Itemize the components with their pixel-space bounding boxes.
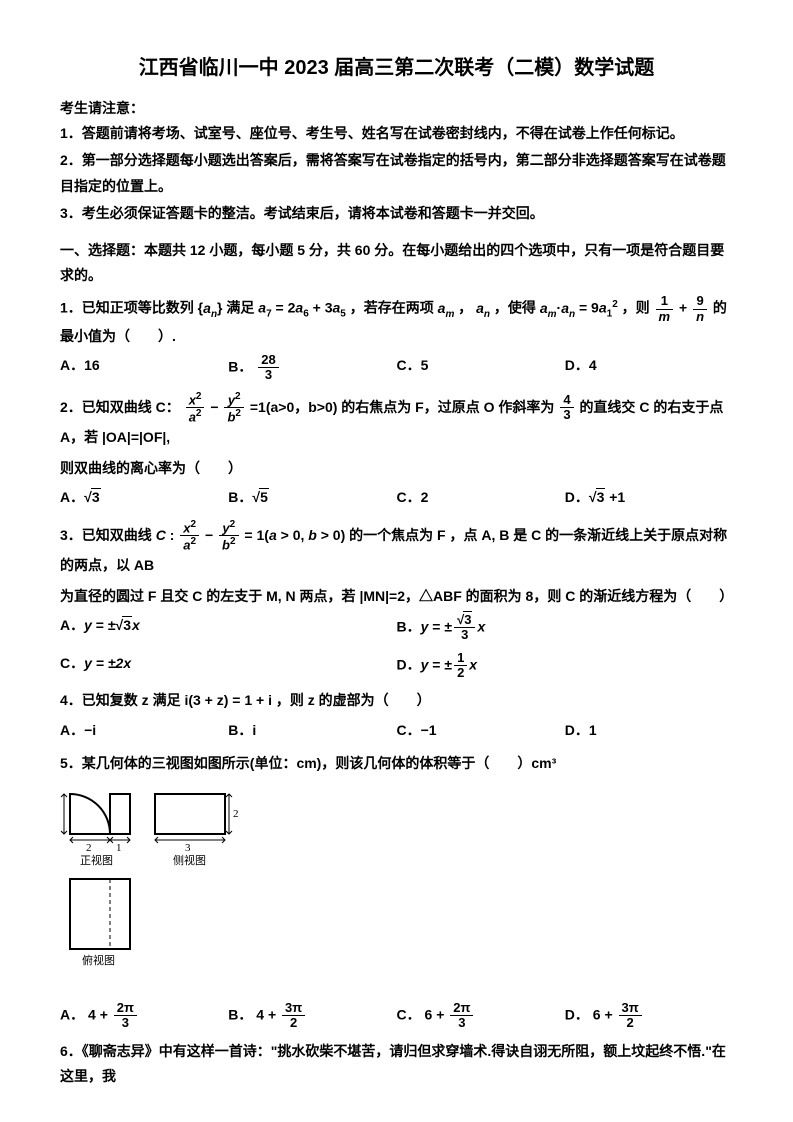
question-4: 4．已知复数 z 满足 i(3 + z) = 1 + i ，则 z 的虚部为（ … (60, 688, 733, 713)
q3-opt-b: B．y = ±√33x (397, 613, 734, 643)
q1-mid5: ，则 (622, 300, 650, 316)
svg-text:正视图: 正视图 (80, 853, 113, 867)
q5-d-den: 2 (619, 1016, 642, 1030)
q5-b-num: 3π (282, 1001, 305, 1016)
q1-mid2: ，若存在两项 (350, 300, 434, 316)
notice-1: 1．答题前请将考场、试室号、座位号、考生号、姓名写在试卷密封线内，不得在试卷上作… (60, 121, 733, 146)
q3-opt-a: A．y = ±√3x (60, 613, 397, 643)
q1-mid4: ，使得 (494, 300, 536, 316)
q5-a-whole: 4 + (88, 1007, 112, 1023)
q2-opt-c: C．2 (397, 485, 565, 510)
svg-text:3: 3 (185, 842, 191, 854)
q2-d-label: D． (565, 489, 589, 505)
q2-options: A．√3 B．√5 C．2 D．√3 +1 (60, 485, 733, 510)
q5-opt-a: A． 4 + 2π3 (60, 1001, 228, 1031)
q2-d-suffix: +1 (605, 489, 625, 505)
q2-d-val: 3 (596, 488, 606, 505)
q1-b-den: 3 (258, 368, 278, 382)
q3-b-label: B． (397, 619, 421, 635)
svg-text:2: 2 (86, 842, 92, 854)
q5-c-num: 2π (450, 1001, 473, 1016)
svg-text:1: 1 (116, 842, 122, 854)
q2-b-label: B． (228, 489, 252, 505)
q2-mid1: =1(a>0，b>0) 的右焦点为 F，过原点 O 作斜率为 (250, 399, 555, 415)
q4-opt-a: A．−i (60, 718, 228, 743)
q4-options: A．−i B．i C．−1 D．1 (60, 718, 733, 743)
q5-c-whole: 6 + (425, 1007, 449, 1023)
q2-b-val: 5 (259, 488, 269, 505)
page-title: 江西省临川一中 2023 届高三第二次联考（二模）数学试题 (60, 50, 733, 86)
q5-a-den: 3 (114, 1016, 137, 1030)
q5-d-num: 3π (619, 1001, 642, 1016)
q5-d-label: D． (565, 1007, 589, 1023)
q3-a-label: A． (60, 617, 84, 633)
svg-text:俯视图: 俯视图 (82, 953, 115, 967)
notice-2: 2．第一部分选择题每小题选出答案后，需将答案写在试卷指定的括号内，第二部分非选择… (60, 148, 733, 198)
q1-opt-d: D．4 (565, 353, 733, 383)
q1-opt-a: A．16 (60, 353, 228, 383)
q3-c-label: C． (60, 655, 84, 671)
question-2-line2: 则双曲线的离心率为（ ） (60, 456, 733, 481)
q5-opt-b: B． 4 + 3π2 (228, 1001, 396, 1031)
q5-b-whole: 4 + (256, 1007, 280, 1023)
q3-opt-d: D．y = ±12x (397, 651, 734, 681)
q3-opt-c: C．y = ±2x (60, 651, 397, 681)
notice-label: 考生请注意： (60, 96, 733, 121)
q3-c-val: y = ±2x (84, 655, 131, 671)
q3-d-num: 1 (454, 651, 467, 666)
q1-mid3: ， (458, 300, 472, 316)
question-3: 3．已知双曲线 C : x2a2 − y2b2 = 1(a > 0, b > 0… (60, 519, 733, 578)
q5-a-num: 2π (114, 1001, 137, 1016)
question-3-line2: 为直径的圆过 F 且交 C 的左支于 M, N 两点，若 |MN|=2，△ABF… (60, 584, 733, 609)
q5-c-label: C． (397, 1007, 421, 1023)
q2-opt-d: D．√3 +1 (565, 485, 733, 510)
q2-a-val: 3 (91, 488, 101, 505)
q3-options-row2: C．y = ±2x D．y = ±12x (60, 651, 733, 681)
q4-opt-b: B．i (228, 718, 396, 743)
q5-b-label: B． (228, 1007, 252, 1023)
q3-d-den: 2 (454, 666, 467, 680)
q4-opt-d: D．1 (565, 718, 733, 743)
q1-opt-c: C．5 (397, 353, 565, 383)
q2-a-label: A． (60, 489, 84, 505)
q3-b-den: 3 (454, 628, 475, 642)
q5-opt-c: C． 6 + 2π3 (397, 1001, 565, 1031)
q2-opt-b: B．√5 (228, 485, 396, 510)
q4-opt-c: C．−1 (397, 718, 565, 743)
q1-b-label: B． (228, 359, 252, 375)
question-2: 2．已知双曲线 C： x2a2 − y2b2 =1(a>0，b>0) 的右焦点为… (60, 391, 733, 450)
question-1: 1．已知正项等比数列 {an} 满足 a7 = 2a6 + 3a5 ，若存在两项… (60, 294, 733, 349)
q3-b-num: 3 (463, 611, 472, 627)
q5-options: A． 4 + 2π3 B． 4 + 3π2 C． 6 + 2π3 D． 6 + … (60, 1001, 733, 1031)
q2-opt-a: A．√3 (60, 485, 228, 510)
q3-d-label: D． (397, 656, 421, 672)
q3-prefix: 3．已知双曲线 (60, 526, 152, 542)
q2-prefix: 2．已知双曲线 C： (60, 399, 180, 415)
three-view-figure: 2 2 1 正视图 2 3 侧视图 (60, 784, 733, 993)
svg-text:侧视图: 侧视图 (173, 853, 206, 867)
q5-b-den: 2 (282, 1016, 305, 1030)
q5-a-label: A． (60, 1007, 84, 1023)
q1-prefix: 1．已知正项等比数列 (60, 300, 194, 316)
q5-d-whole: 6 + (593, 1007, 617, 1023)
q3-options-row1: A．y = ±√3x B．y = ±√33x (60, 613, 733, 643)
question-5: 5．某几何体的三视图如图所示(单位：cm)，则该几何体的体积等于（ ）cm³ (60, 751, 733, 776)
svg-text:2: 2 (233, 808, 239, 820)
notice-3: 3．考生必须保证答题卡的整洁。考试结束后，请将本试卷和答题卡一并交回。 (60, 201, 733, 226)
section-1-header: 一、选择题：本题共 12 小题，每小题 5 分，共 60 分。在每小题给出的四个… (60, 238, 733, 288)
q5-opt-d: D． 6 + 3π2 (565, 1001, 733, 1031)
q1-mid1: 满足 (226, 300, 254, 316)
question-6: 6．《聊斋志异》中有这样一首诗："挑水砍柴不堪苦，请归但求穿墙术.得诀自诩无所阻… (60, 1039, 733, 1089)
q1-options: A．16 B． 283 C．5 D．4 (60, 353, 733, 383)
q1-b-num: 28 (258, 353, 278, 368)
q5-c-den: 3 (450, 1016, 473, 1030)
q1-opt-b: B． 283 (228, 353, 396, 383)
q3-a-val: 3 (122, 616, 132, 633)
